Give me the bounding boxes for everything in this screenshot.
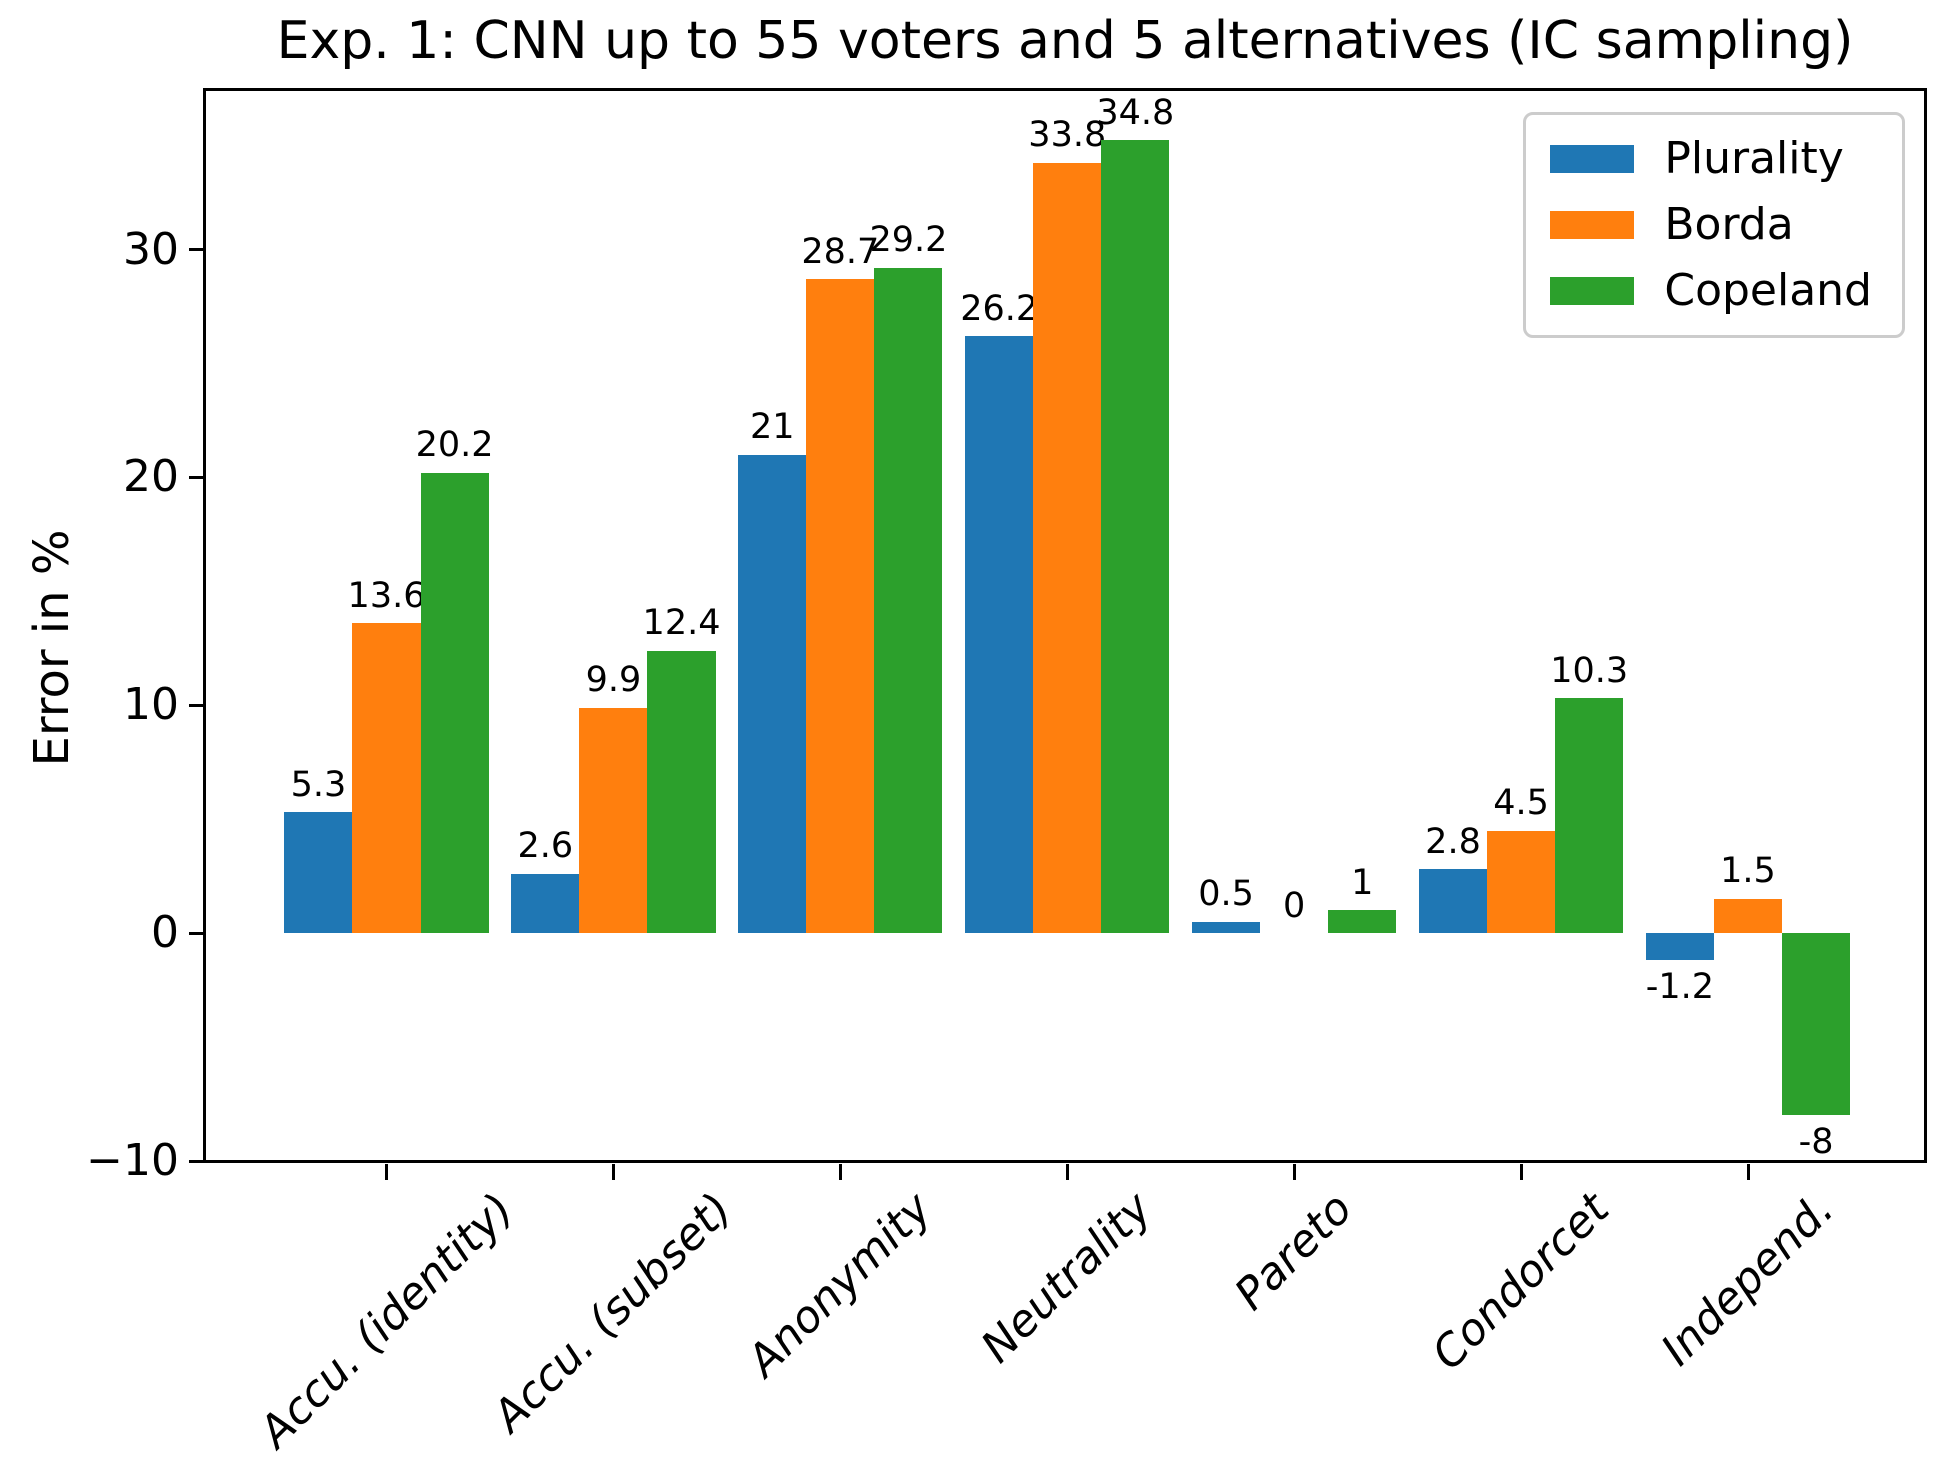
bar-value-label: 0: [1283, 885, 1306, 926]
y-tick-mark: [189, 703, 205, 707]
chart-title: Exp. 1: CNN up to 55 voters and 5 altern…: [276, 11, 1854, 71]
x-tick-mark: [1519, 1164, 1523, 1180]
bar-value-label: 10.3: [1550, 650, 1629, 691]
legend-item: Plurality: [1550, 133, 1872, 185]
x-tick-mark: [1292, 1164, 1296, 1180]
bar-borda-neutrality: [1033, 162, 1102, 934]
y-tick-mark: [189, 248, 205, 251]
bar-plurality-anonymity: [738, 454, 807, 934]
bar-value-label: 20.2: [415, 425, 494, 466]
bar-value-label: -8: [1798, 1122, 1834, 1163]
x-tick-label-neutrality: Neutrality: [971, 1183, 1162, 1374]
x-tick-mark: [1065, 1164, 1069, 1180]
y-tick-label: 10: [123, 679, 179, 731]
bar-value-label: 2.6: [517, 826, 574, 867]
x-tick-label-independ: Independ.: [1651, 1183, 1844, 1376]
bar-plurality-accu-subset: [511, 873, 580, 934]
legend-swatch-copeland: [1550, 277, 1635, 305]
legend-item: Copeland: [1550, 265, 1872, 317]
x-tick-label-anonymity: Anonymity: [738, 1182, 942, 1387]
y-tick-label: 0: [151, 907, 179, 959]
bar-value-label: 21: [750, 407, 795, 448]
bar-value-label: 26.2: [960, 288, 1039, 329]
x-tick-label-condorcet: Condorcet: [1422, 1182, 1620, 1380]
bar-value-label: 28.7: [801, 231, 880, 272]
bar-borda-anonymity: [806, 279, 875, 934]
bar-value-label: 13.6: [347, 575, 426, 616]
bar-copeland-independ: [1782, 933, 1851, 1116]
legend-label-plurality: Plurality: [1664, 133, 1844, 184]
bar-value-label: 4.5: [1493, 783, 1549, 824]
bar-value-label: 1.5: [1720, 851, 1776, 892]
legend-swatch-borda: [1550, 211, 1635, 239]
bar-plurality-neutrality: [965, 336, 1034, 934]
bar-value-label: 5.3: [290, 764, 347, 805]
bar-value-label: 0.5: [1198, 874, 1254, 915]
x-tick-mark: [1746, 1164, 1750, 1180]
legend: Plurality Borda Copeland: [1523, 112, 1905, 338]
x-tick-mark: [838, 1164, 842, 1180]
y-tick-label: 20: [123, 451, 179, 503]
bar-value-label: 34.8: [1096, 92, 1175, 133]
bar-borda-accu-subset: [579, 707, 648, 934]
y-tick-mark: [189, 475, 205, 479]
x-tick-mark: [611, 1164, 615, 1180]
bar-value-label: 2.8: [1425, 821, 1481, 862]
bar-borda-independ: [1713, 898, 1783, 934]
bar-value-label: -1.2: [1645, 967, 1715, 1008]
bar-plurality-pareto: [1192, 921, 1261, 934]
legend-item: Borda: [1550, 199, 1872, 251]
y-tick-mark: [189, 931, 205, 935]
y-tick-label: −10: [86, 1135, 179, 1186]
bar-copeland-pareto: [1328, 910, 1397, 934]
bar-copeland-anonymity: [874, 267, 943, 934]
bar-copeland-accu-subset: [647, 650, 716, 934]
legend-label-borda: Borda: [1664, 199, 1794, 250]
bar-borda-condorcet: [1487, 830, 1556, 934]
bar-value-label: 12.4: [642, 603, 721, 644]
x-tick-mark: [385, 1164, 389, 1180]
bar-copeland-accu-identity: [420, 472, 489, 934]
x-tick-label-accu-identity: Accu. (identity): [249, 1183, 524, 1458]
legend-swatch-plurality: [1550, 145, 1635, 173]
legend-label-copeland: Copeland: [1664, 265, 1872, 316]
bar-value-label: 29.2: [869, 220, 948, 261]
bar-copeland-condorcet: [1555, 698, 1624, 934]
bar-value-label: 33.8: [1028, 115, 1107, 156]
x-tick-label-pareto: Pareto: [1225, 1183, 1363, 1321]
bar-plurality-accu-identity: [284, 812, 353, 934]
bar-copeland-neutrality: [1101, 140, 1170, 934]
y-tick-label: 30: [123, 223, 179, 275]
bar-value-label: 1: [1351, 862, 1374, 903]
bar-plurality-condorcet: [1418, 869, 1488, 934]
y-tick-mark: [189, 1159, 205, 1163]
bar-value-label: 9.9: [585, 660, 642, 701]
bar-plurality-independ: [1645, 933, 1714, 961]
bar-borda-accu-identity: [352, 623, 421, 934]
